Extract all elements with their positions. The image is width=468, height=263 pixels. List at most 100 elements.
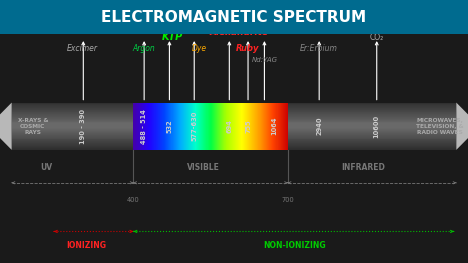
Bar [12, 104, 456, 105]
Bar [249, 103, 250, 150]
Bar [288, 127, 456, 128]
Bar [154, 103, 155, 150]
Bar [241, 103, 242, 150]
Bar [141, 103, 142, 150]
Bar [217, 103, 218, 150]
Bar [12, 111, 456, 112]
Bar [12, 139, 133, 140]
Bar [12, 148, 456, 149]
Bar [140, 103, 141, 150]
Bar [207, 103, 208, 150]
Bar [12, 129, 133, 130]
Bar [12, 107, 133, 108]
Bar [135, 103, 136, 150]
Bar [267, 103, 268, 150]
Bar [288, 142, 456, 143]
Bar [288, 103, 456, 150]
Bar [227, 103, 228, 150]
Bar [288, 129, 456, 130]
Bar [237, 103, 238, 150]
Bar [12, 118, 133, 119]
Bar [12, 123, 456, 124]
Bar [221, 103, 222, 150]
Bar [12, 108, 456, 109]
Bar [156, 103, 157, 150]
Bar [207, 103, 208, 150]
Bar [251, 103, 252, 150]
Bar [288, 125, 456, 126]
Bar [288, 136, 456, 137]
Bar [12, 122, 456, 123]
Bar [259, 103, 260, 150]
Bar [12, 147, 133, 148]
Bar [281, 103, 282, 150]
Bar [288, 111, 456, 112]
Bar [288, 130, 456, 131]
Bar [160, 103, 161, 150]
Bar [12, 135, 133, 136]
Bar [12, 140, 456, 141]
Bar [226, 103, 227, 150]
Bar [168, 103, 169, 150]
Bar [144, 103, 145, 150]
Bar [12, 106, 456, 107]
Bar [12, 105, 456, 106]
Bar [12, 120, 456, 122]
Bar [12, 119, 456, 120]
Bar [191, 103, 192, 150]
Bar [174, 103, 175, 150]
Bar [185, 103, 186, 150]
Bar [12, 106, 133, 107]
Bar [226, 103, 227, 150]
Text: IONIZING: IONIZING [66, 241, 107, 250]
Bar [253, 103, 254, 150]
Bar [268, 103, 269, 150]
Bar [189, 103, 190, 150]
Bar [12, 149, 456, 150]
Bar [284, 103, 285, 150]
Bar [288, 105, 456, 106]
Bar [210, 103, 211, 150]
Bar [260, 103, 261, 150]
Bar [220, 103, 221, 150]
Bar [238, 103, 239, 150]
Bar [169, 103, 170, 150]
Bar [208, 103, 209, 150]
Bar [247, 103, 248, 150]
Bar [221, 103, 222, 150]
Text: Dye: Dye [191, 44, 206, 53]
Bar [228, 103, 229, 150]
Bar [149, 103, 150, 150]
Bar [216, 103, 217, 150]
Bar [288, 124, 456, 125]
Bar [12, 107, 456, 108]
Bar [153, 103, 154, 150]
Bar [264, 103, 265, 150]
Bar [144, 103, 145, 150]
Bar [258, 103, 259, 150]
Bar [265, 103, 266, 150]
Text: NON-IONIZING: NON-IONIZING [263, 241, 326, 250]
Bar [173, 103, 174, 150]
Bar [201, 103, 202, 150]
Bar [12, 141, 456, 142]
Bar [12, 144, 456, 145]
Bar [134, 103, 135, 150]
Bar [257, 103, 258, 150]
Bar [158, 103, 159, 150]
Bar [12, 136, 456, 137]
Bar [288, 123, 456, 124]
Bar [252, 103, 253, 150]
Bar [279, 103, 280, 150]
Bar [148, 103, 149, 150]
Bar [245, 103, 246, 150]
Bar [272, 103, 273, 150]
Bar [160, 103, 161, 150]
Bar [233, 103, 234, 150]
Bar [271, 103, 272, 150]
Text: 700: 700 [281, 197, 294, 203]
Bar [270, 103, 271, 150]
Bar [243, 103, 244, 150]
Bar [180, 103, 181, 150]
Bar [12, 140, 133, 141]
